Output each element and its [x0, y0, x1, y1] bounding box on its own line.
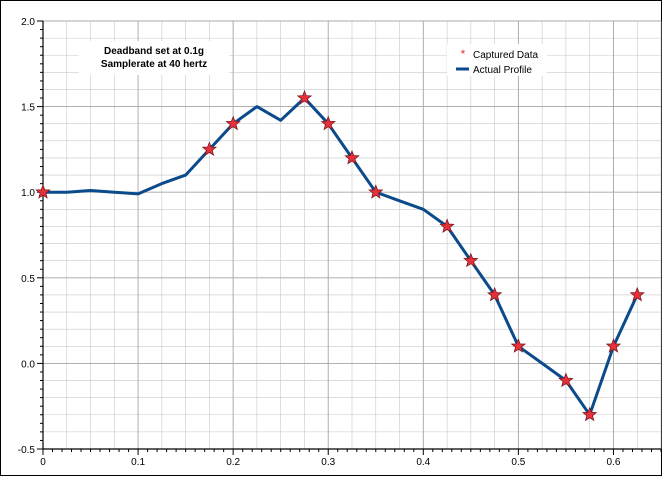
x-tick-label: 0	[40, 457, 46, 468]
x-tick-label: 0.2	[226, 457, 240, 468]
annotation-line-2: Samplerate at 40 hertz	[101, 59, 207, 70]
series-line-actual-profile	[43, 96, 639, 417]
data-point-star	[439, 218, 455, 234]
legend-label-captured: Captured Data	[473, 50, 538, 61]
x-tick-label: 0.4	[416, 457, 430, 468]
legend-label-actual: Actual Profile	[473, 65, 532, 76]
data-point-star	[201, 141, 218, 157]
data-point-star	[581, 406, 598, 422]
y-tick-label: -0.5	[18, 445, 36, 456]
y-tick-label: 0.0	[21, 359, 35, 370]
data-point-star	[605, 338, 622, 353]
y-tick-label: 1.5	[21, 103, 35, 114]
x-tick-label: 0.5	[511, 457, 525, 468]
x-tick-label: 0.6	[607, 457, 621, 468]
data-point-star	[35, 184, 51, 199]
data-point-star	[486, 286, 503, 302]
data-point-star	[225, 115, 241, 131]
y-tick-label: 0.5	[21, 274, 35, 285]
data-point-star	[463, 252, 479, 268]
data-point-star	[368, 184, 384, 199]
legend-background	[447, 44, 547, 76]
axes-layer	[37, 20, 662, 455]
tick-labels-layer: 0 0.1 0.2 0.3 0.4 0.5 0.6 -0.5 0.0 0.5 1.0 1.5 2.0	[18, 17, 621, 468]
markers-layer	[35, 89, 645, 422]
data-point-star	[510, 338, 527, 353]
series-lines-layer	[43, 96, 639, 417]
x-tick-label: 0.3	[321, 457, 335, 468]
data-point-star	[344, 149, 360, 165]
legend: * Captured Data Actual Profile	[447, 44, 547, 76]
y-tick-label: 1.0	[21, 188, 35, 199]
y-tick-label: 2.0	[21, 17, 35, 28]
annotation-box: Deadband set at 0.1g Samplerate at 40 he…	[79, 41, 229, 75]
data-point-star	[629, 286, 645, 302]
legend-star-icon: *	[461, 47, 466, 61]
data-point-star	[320, 115, 336, 131]
data-point-star	[558, 372, 574, 388]
x-tick-label: 0.1	[131, 457, 145, 468]
annotation-background	[79, 41, 229, 75]
data-point-star	[296, 89, 313, 105]
annotation-line-1: Deadband set at 0.1g	[104, 46, 204, 57]
